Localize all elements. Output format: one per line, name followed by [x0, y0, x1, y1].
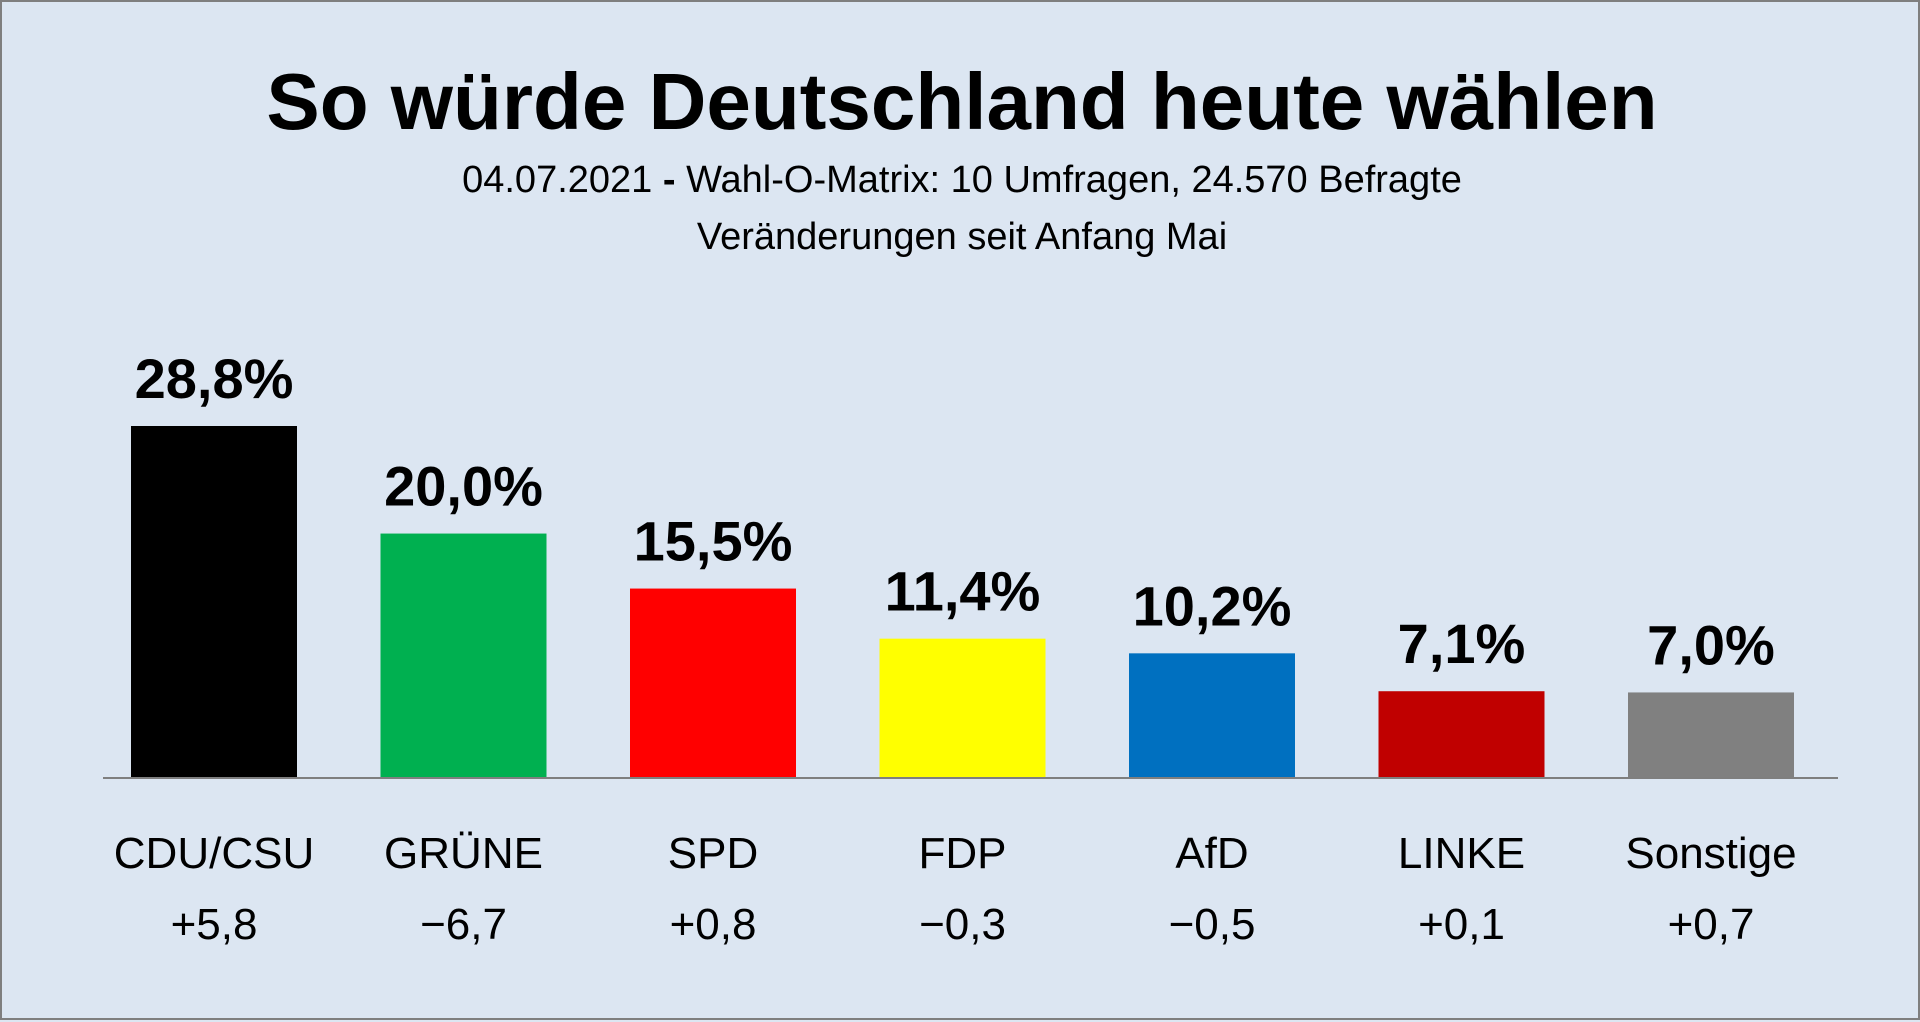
- bar: [1129, 653, 1295, 778]
- bar-value-label: 10,2%: [1133, 574, 1292, 637]
- category-label: CDU/CSU: [114, 829, 314, 878]
- category-label: GRÜNE: [384, 829, 543, 878]
- bar-value-label: 20,0%: [384, 455, 543, 518]
- category-label: FDP: [919, 829, 1007, 878]
- change-label: +5,8: [171, 900, 258, 949]
- bar-value-label: 11,4%: [885, 560, 1041, 623]
- chart-subtitle: 04.07.2021 - Wahl-O-Matrix: 10 Umfragen,…: [2, 157, 1920, 203]
- category-label: LINKE: [1398, 829, 1525, 878]
- category-label: AfD: [1175, 829, 1248, 878]
- bar-value-label: 28,8%: [135, 347, 294, 410]
- category-label: SPD: [668, 829, 758, 878]
- subtitle-date: 04.07.2021: [462, 159, 653, 201]
- change-label: −6,7: [420, 900, 507, 949]
- bar-value-label: 15,5%: [634, 510, 793, 573]
- bar: [630, 588, 796, 778]
- change-label: +0,1: [1418, 900, 1505, 949]
- chart-subtitle-changes: Veränderungen seit Anfang Mai: [696, 216, 1228, 258]
- bar: [380, 533, 547, 778]
- change-label: −0,5: [1169, 900, 1256, 949]
- bar: [1378, 691, 1545, 778]
- bar: [1628, 692, 1794, 778]
- bar: [131, 426, 297, 778]
- bar-value-label: 7,0%: [1647, 613, 1775, 676]
- category-label: Sonstige: [1625, 829, 1796, 878]
- subtitle-separator: -: [662, 159, 676, 201]
- bar-value-label: 7,1%: [1398, 612, 1526, 675]
- change-label: −0,3: [919, 900, 1006, 949]
- subtitle-source: Wahl-O-Matrix: 10 Umfragen, 24.570 Befra…: [686, 159, 1462, 201]
- chart-title: So würde Deutschland heute wählen: [266, 57, 1658, 146]
- change-label: +0,7: [1668, 900, 1755, 949]
- bar: [879, 638, 1046, 778]
- change-label: +0,8: [670, 900, 757, 949]
